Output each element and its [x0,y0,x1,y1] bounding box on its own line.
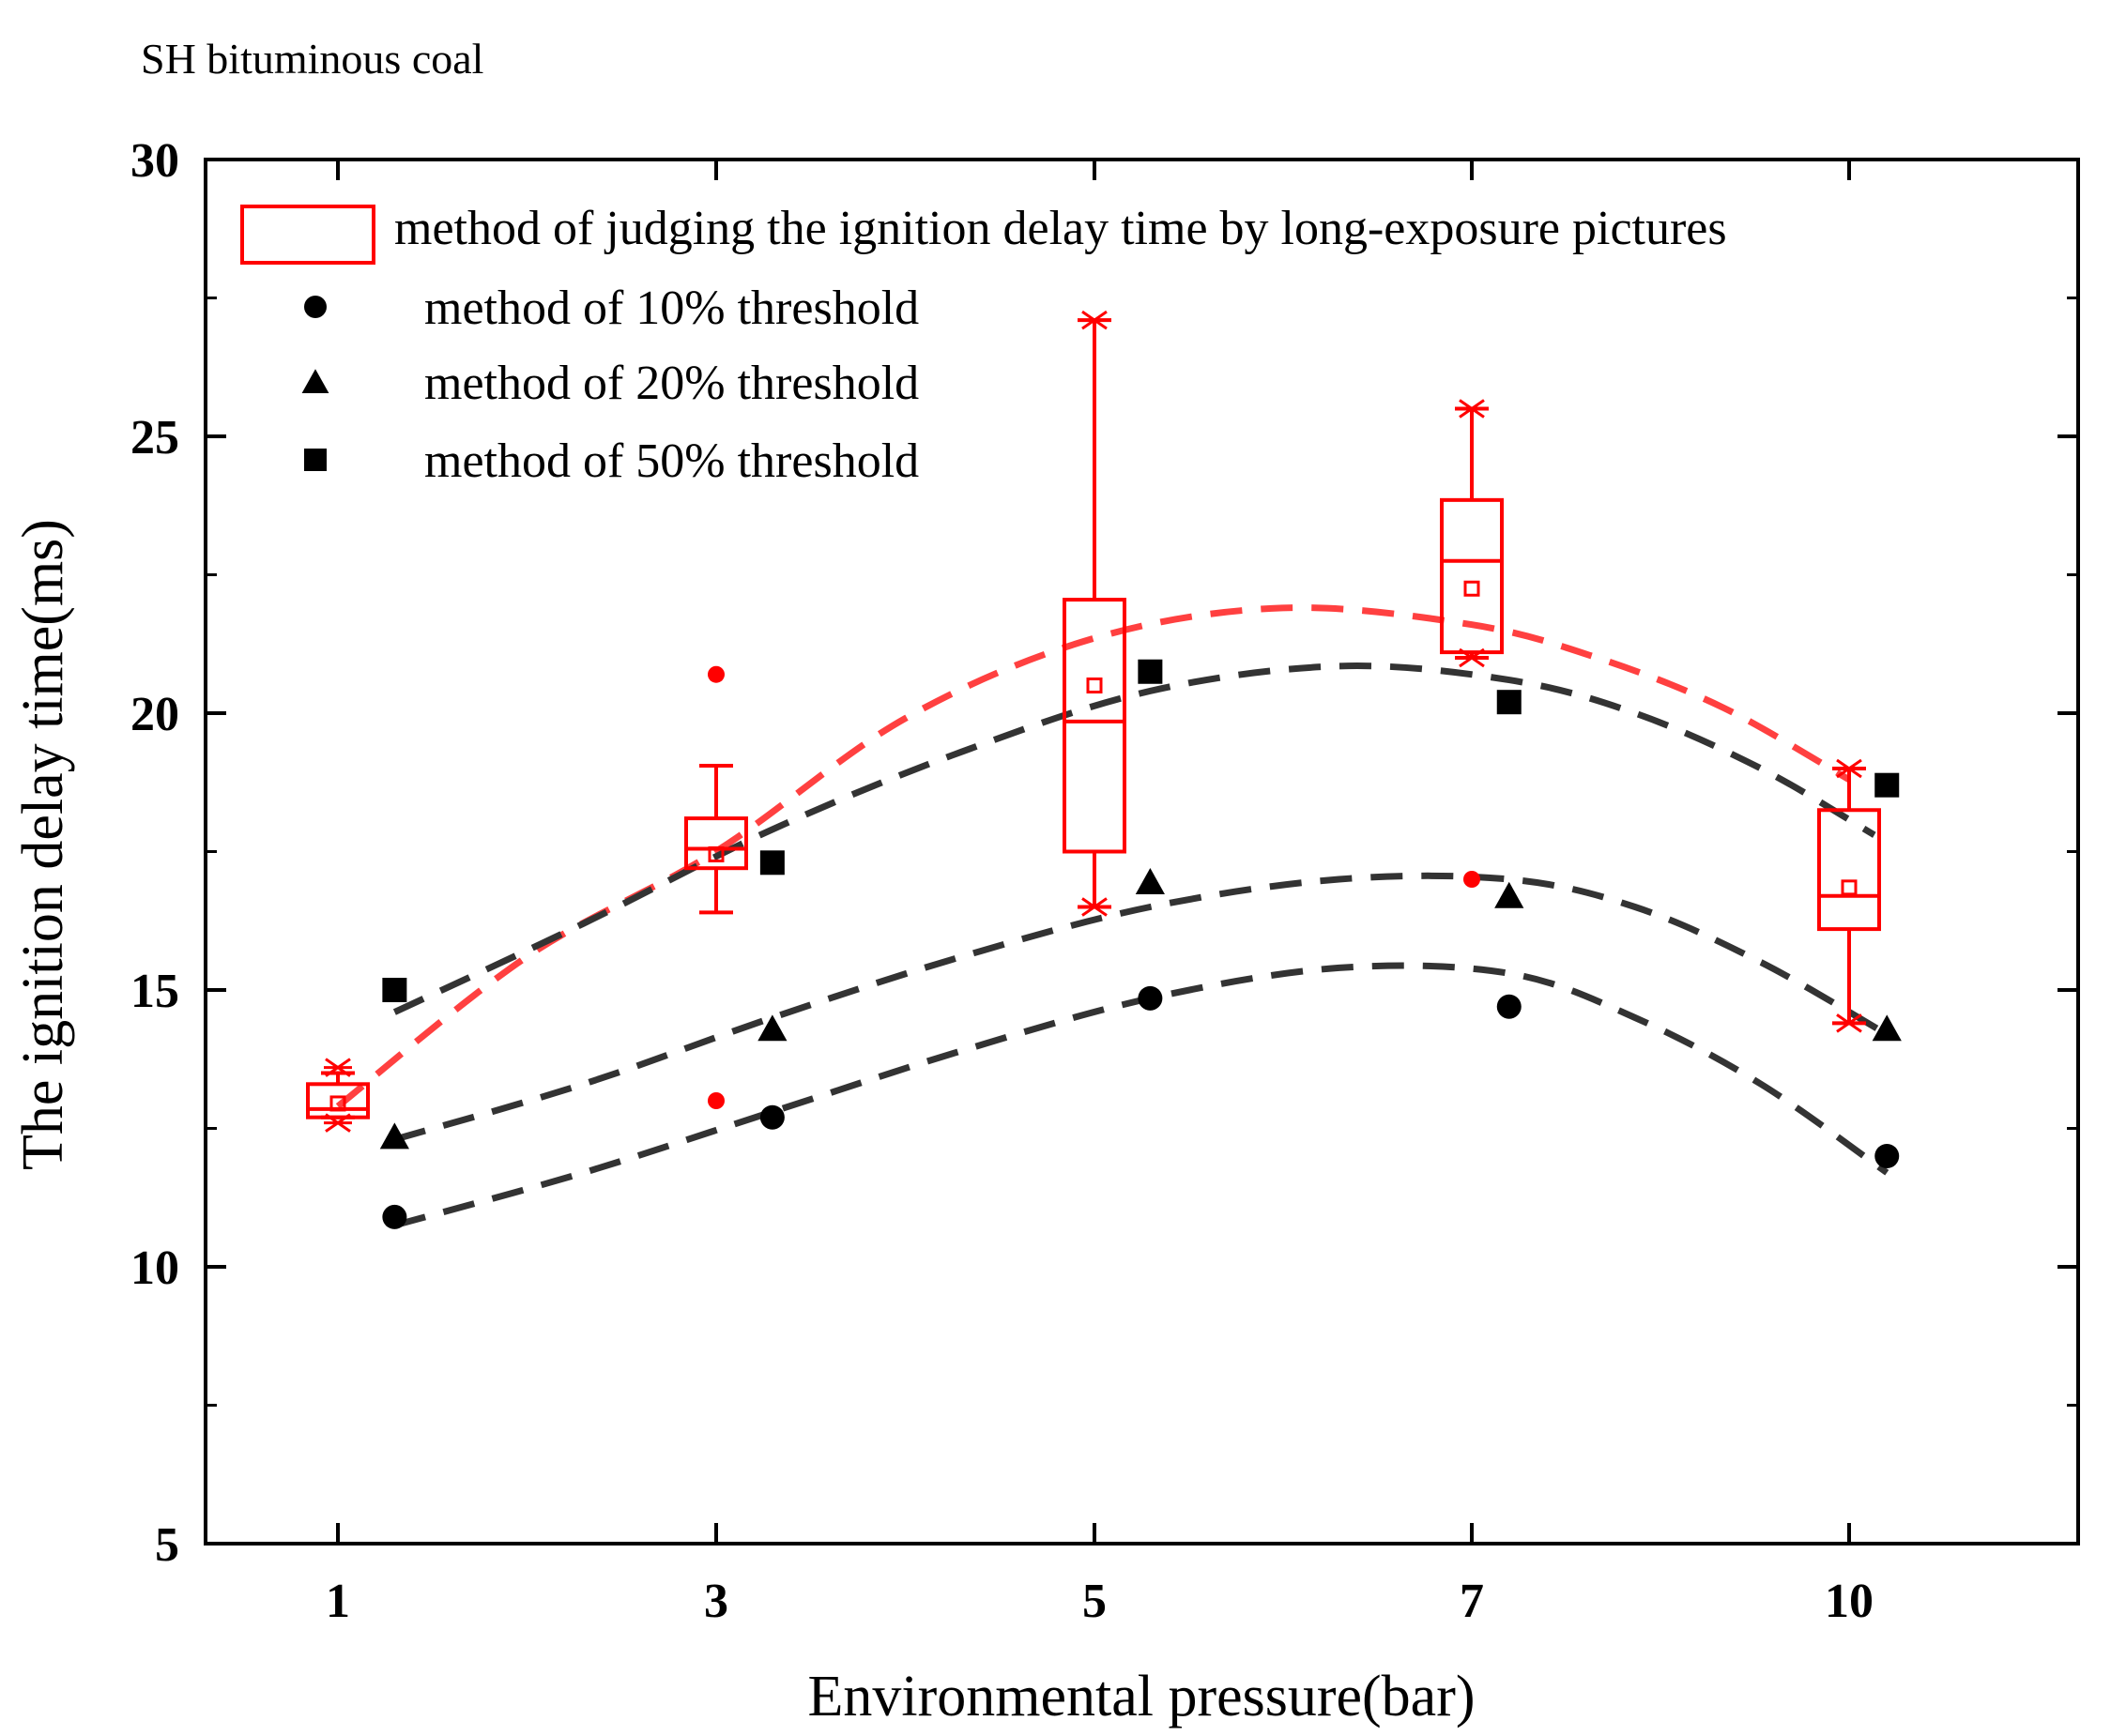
box-iqr [1063,598,1126,854]
box-outlier [708,665,725,683]
point-triangle [1135,868,1165,894]
box-iqr [306,1082,370,1119]
fit-curve-3 [393,962,1889,1229]
point-circle [759,1104,785,1130]
boxplot-box-1 [306,1058,370,1133]
x-tick-label: 5 [1082,1575,1107,1628]
point-square [1496,690,1522,715]
point-square [759,850,785,876]
point-circle [1138,985,1163,1011]
legend-marker-triangle [301,369,329,393]
point-square [1138,659,1163,684]
x-tick-label: 3 [704,1575,728,1628]
box-mean-marker [1463,580,1480,597]
legend-box-swatch [240,205,375,265]
boxplot-box-7 [1440,399,1504,888]
box-outlier [708,1092,725,1109]
legend: method of judging the ignition delay tim… [240,202,1727,488]
chart-title: SH bituminous coal [141,35,483,83]
box-extreme-marker [324,1058,352,1077]
x-tick-label: 10 [1825,1575,1874,1628]
box-extreme-marker [1458,399,1486,419]
box-extreme-marker [1080,310,1109,330]
box-outlier [1463,871,1480,888]
legend-label-square: method of 50% threshold [424,434,919,488]
point-triangle [1872,1014,1902,1042]
box-mean-marker [708,845,725,862]
box-iqr [684,816,748,871]
y-tick-label: 30 [130,134,179,188]
x-tick-label: 1 [326,1575,350,1628]
legend-marker-circle [304,296,327,318]
x-axis-title: Environmental pressure(bar) [807,1665,1475,1728]
point-triangle [1494,881,1524,908]
y-tick-label: 5 [155,1518,179,1572]
scatter-points [379,659,1902,1229]
boxplot-group [306,310,1881,1133]
y-tick-label: 25 [130,411,179,464]
point-circle [1874,1144,1900,1168]
box-extreme-marker [1835,758,1863,779]
boxplot-box-10 [1817,758,1881,1033]
legend-label-circle: method of 10% threshold [424,282,919,335]
legend-marker-square [304,449,327,471]
box-extreme-marker [1835,1013,1863,1033]
box-iqr [1440,497,1504,655]
boxplot-box-3 [684,665,748,1109]
box-extreme-marker [1080,897,1109,917]
point-triangle [757,1014,788,1042]
point-circle [382,1204,407,1229]
x-tick-label: 7 [1460,1575,1484,1628]
legend-label-boxplot: method of judging the ignition delay tim… [394,202,1727,255]
y-tick-label: 10 [130,1241,179,1295]
legend-label-triangle: method of 20% threshold [424,357,919,410]
fit-curves [335,604,1889,1229]
point-circle [1496,994,1522,1019]
point-triangle [379,1122,409,1150]
boxplot-box-5 [1063,310,1126,917]
fit-curve-1 [392,662,1876,1015]
box-iqr [1817,808,1881,932]
axes: 5 10 15 20 25 30 1 3 5 7 10 [130,134,2078,1628]
point-square [1874,772,1900,798]
box-mean-marker [329,1095,346,1112]
box-mean-marker [1086,678,1103,693]
point-square [382,978,407,1002]
fit-curve-2 [393,872,1889,1143]
box-extreme-marker [1458,647,1486,668]
box-mean-marker [1841,879,1858,896]
y-tick-label: 15 [130,965,179,1018]
y-axis-title: The ignition delay time(ms) [11,519,75,1170]
y-tick-label: 20 [130,688,179,741]
box-extreme-marker [324,1113,352,1133]
